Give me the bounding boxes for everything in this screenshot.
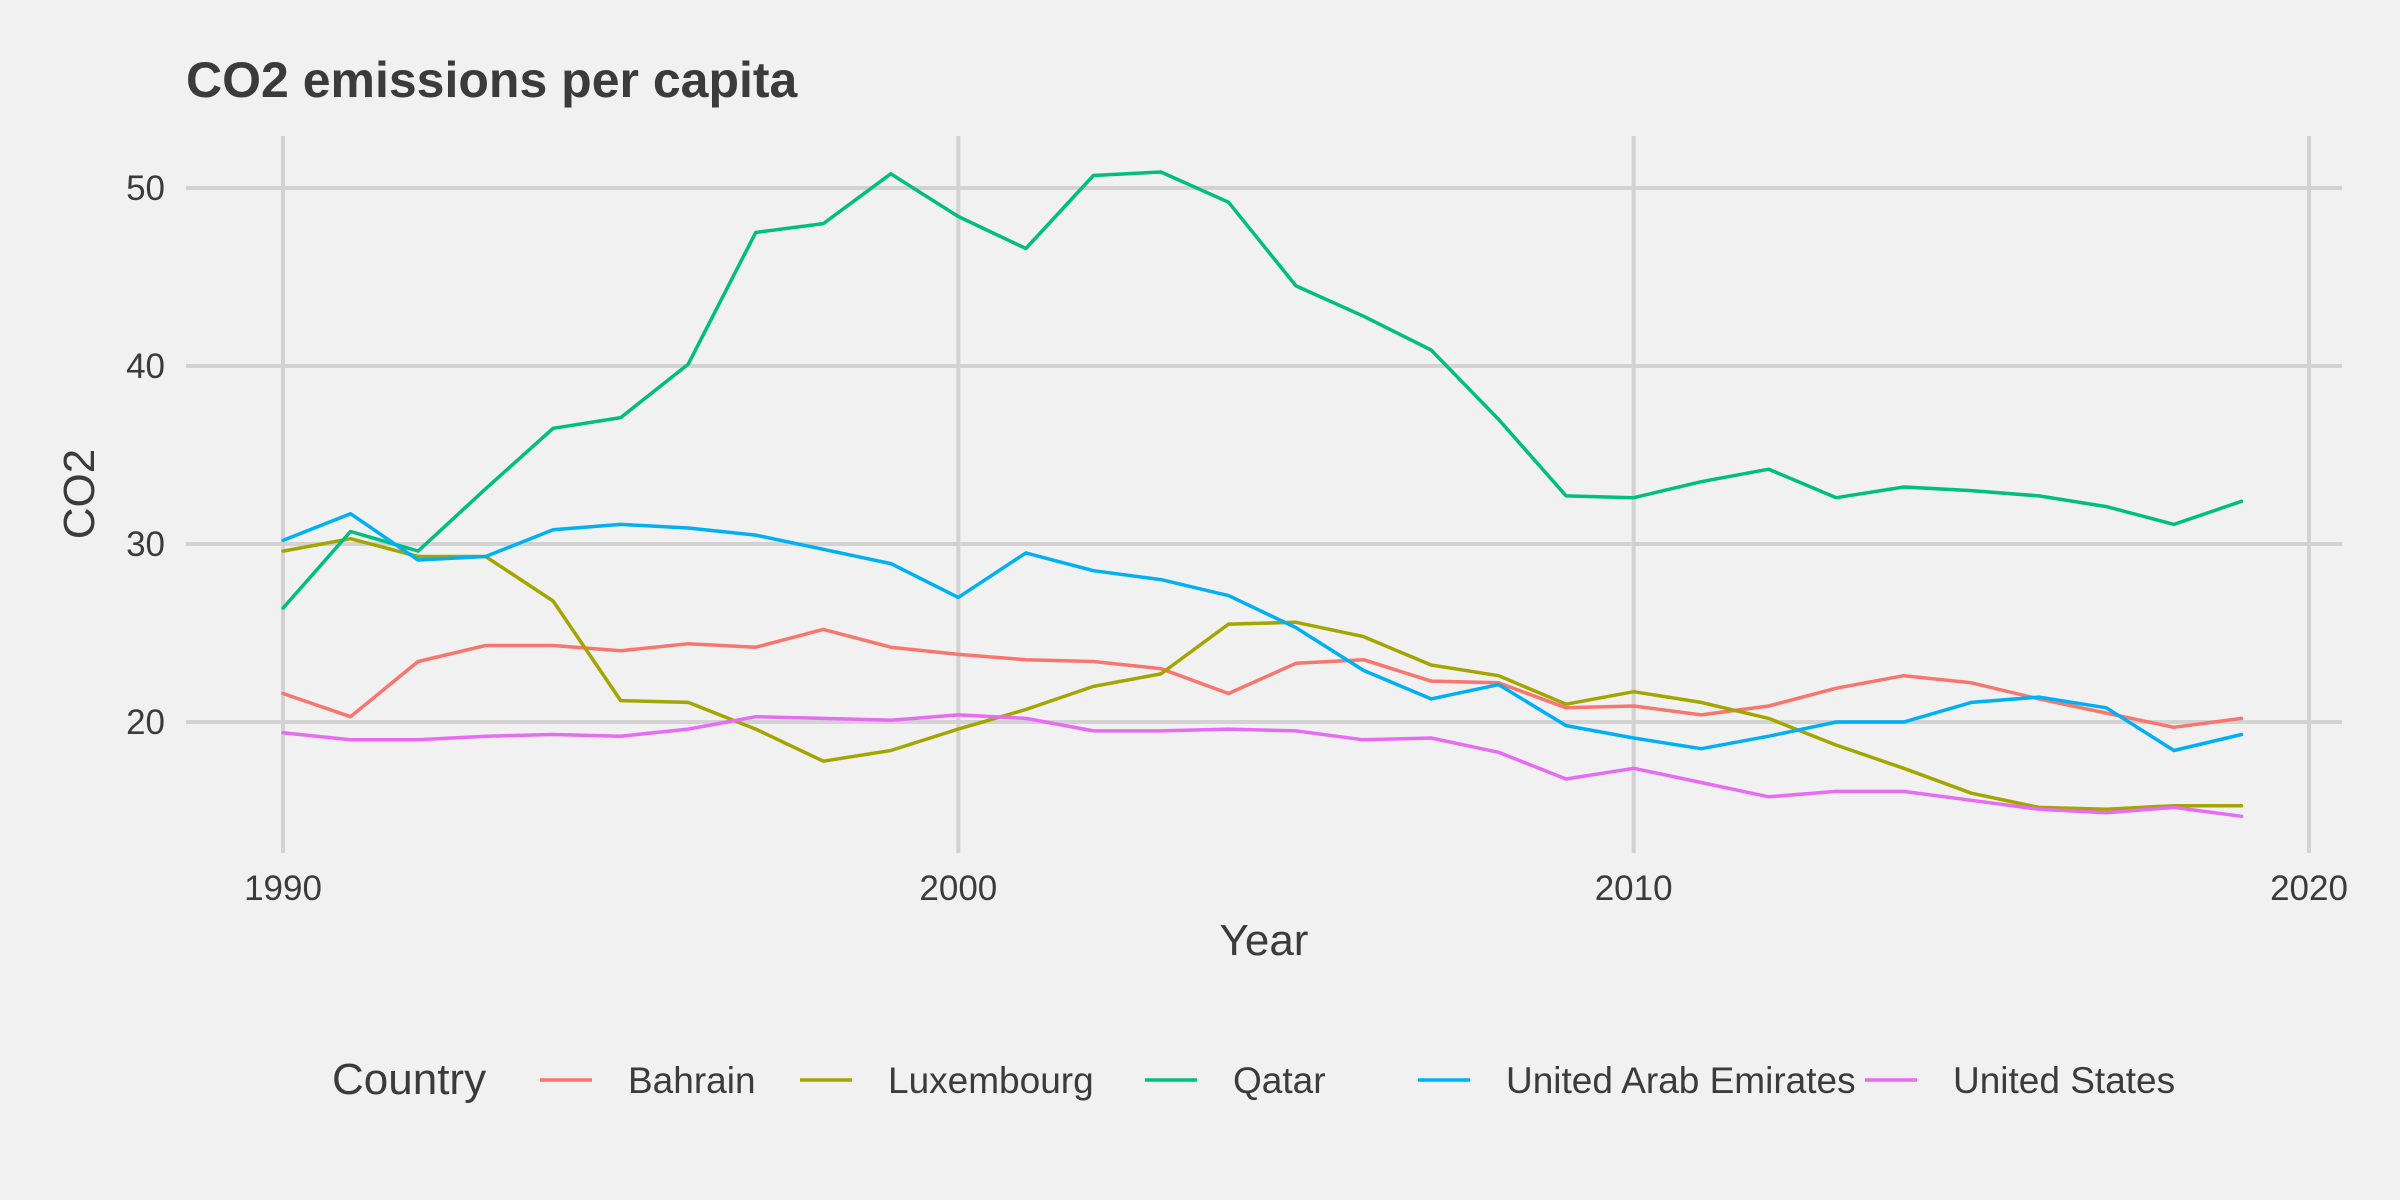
legend-label-united-states: United States (1953, 1060, 2175, 1101)
series-line-united-arab-emirates (281, 511, 2244, 753)
y-tick-label: 40 (126, 347, 165, 386)
y-tick-label: 50 (126, 169, 165, 208)
legend: Country Bahrain Luxembourg Qatar United Ara… (332, 1055, 2175, 1104)
series-line-bahrain (281, 627, 2244, 730)
legend-label-luxembourg: Luxembourg (888, 1060, 1094, 1101)
chart-title: CO2 emissions per capita (186, 52, 799, 108)
grid-lines (186, 136, 2342, 853)
x-axis-title: Year (1220, 916, 1309, 965)
series-line-qatar (281, 170, 2244, 610)
series-line-luxembourg (281, 536, 2244, 811)
x-tick-label: 2010 (1595, 869, 1673, 908)
y-tick-label: 30 (126, 525, 165, 564)
legend-label-qatar: Qatar (1233, 1060, 1326, 1101)
x-tick-label: 1990 (244, 869, 322, 908)
x-tick-label: 2000 (919, 869, 997, 908)
series-line-united-states (281, 713, 2244, 819)
y-tick-label: 20 (126, 703, 165, 742)
data-series (281, 170, 2244, 819)
tick-labels: 20 30 40 50 1990 2000 2010 2020 (126, 169, 2348, 908)
legend-label-bahrain: Bahrain (628, 1060, 756, 1101)
legend-label-united-arab-emirates: United Arab Emirates (1506, 1060, 1856, 1101)
y-axis-title: CO2 (55, 449, 104, 539)
x-tick-label: 2020 (2270, 869, 2348, 908)
legend-title: Country (332, 1055, 486, 1104)
